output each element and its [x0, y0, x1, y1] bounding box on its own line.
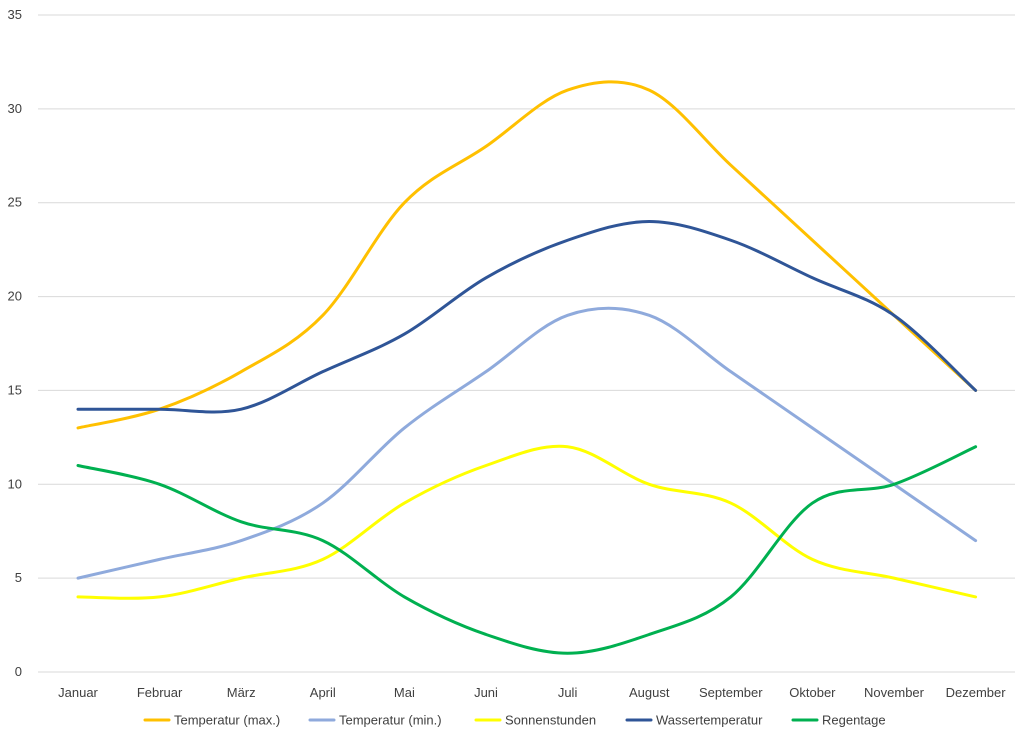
- legend: Temperatur (max.) Temperatur (min.) Sonnen…: [143, 713, 886, 728]
- x-tick-label: April: [310, 685, 336, 700]
- legend-item-sonnenstunden: Sonnenstunden: [474, 713, 596, 728]
- legend-item-temperatur-max: Temperatur (max.): [143, 713, 280, 728]
- y-tick-label: 35: [8, 7, 22, 22]
- legend-label: Sonnenstunden: [505, 713, 596, 728]
- y-tick-label: 25: [8, 195, 22, 210]
- x-tick-label: August: [629, 685, 670, 700]
- y-axis-tick-labels: 0 5 10 15 20 25 30 35: [8, 7, 22, 679]
- legend-label: Temperatur (min.): [339, 713, 442, 728]
- x-tick-label: Januar: [58, 685, 98, 700]
- x-tick-label: März: [227, 685, 256, 700]
- y-tick-label: 0: [15, 664, 22, 679]
- legend-label: Regentage: [822, 713, 886, 728]
- legend-label: Temperatur (max.): [174, 713, 280, 728]
- legend-item-regentage: Regentage: [791, 713, 886, 728]
- gridlines: [38, 14, 1015, 673]
- y-tick-label: 5: [15, 570, 22, 585]
- y-tick-label: 15: [8, 382, 22, 397]
- x-tick-label: November: [864, 685, 925, 700]
- x-tick-label: Juni: [474, 685, 498, 700]
- x-tick-label: Dezember: [946, 685, 1007, 700]
- series-lines: [76, 80, 978, 655]
- series-line-sonnenstunden: [76, 444, 978, 600]
- x-tick-label: Oktober: [789, 685, 836, 700]
- y-tick-label: 30: [8, 101, 22, 116]
- series-line-temperatur-max: [76, 80, 978, 430]
- series-line-temperatur-min: [76, 306, 978, 580]
- x-axis-tick-labels: Januar Februar März April Mai Juni Juli August S…: [58, 685, 1006, 700]
- legend-item-temperatur-min: Temperatur (min.): [308, 713, 442, 728]
- legend-item-wassertemperatur: Wassertemperatur: [625, 713, 763, 728]
- series-line-regentage: [76, 445, 978, 655]
- y-tick-label: 20: [8, 289, 22, 304]
- legend-label: Wassertemperatur: [656, 713, 763, 728]
- x-tick-label: September: [699, 685, 763, 700]
- x-tick-label: Juli: [558, 685, 578, 700]
- series-line-wassertemperatur: [76, 219, 978, 414]
- x-tick-label: Mai: [394, 685, 415, 700]
- x-tick-label: Februar: [137, 685, 183, 700]
- y-tick-label: 10: [8, 476, 22, 491]
